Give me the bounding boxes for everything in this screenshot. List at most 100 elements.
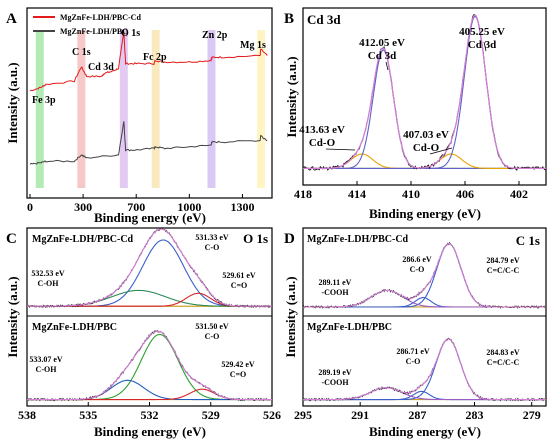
panel-d-envelope (303, 243, 546, 308)
panel-a-highlight-band (119, 30, 128, 188)
panel-a-legend: MgZnFe-LDH/PBC-Cd MgZnFe-LDH/PBC (33, 13, 141, 36)
panel-c-spectra (26, 227, 273, 402)
panel-a-peak-label: C 1s (72, 47, 91, 58)
panel-c-top-sample-label: MgZnFe-LDH/PBC-Cd (32, 234, 134, 245)
panel-b-annotation-energy: 407.03 eV (403, 129, 449, 141)
panel-b-envelope (303, 14, 546, 169)
panel-a-highlight-band (207, 30, 216, 188)
panel-d-tick-label: 295 (294, 408, 312, 422)
panel-a-highlight-band (77, 30, 86, 188)
panel-b-annotation-energy: 405.25 eV (459, 26, 505, 38)
panel-c-annotation-species: C=O (231, 281, 248, 290)
panel-b-tick-label: 414 (348, 187, 366, 201)
panel-d-annotation-species: C=C/C-C (487, 266, 520, 275)
panel-c-annotation-energy: 531.33 eV (195, 233, 229, 242)
panel-b-y-axis-label: Intensity (a.u.) (284, 56, 299, 137)
panel-d-annotation-energy: 289.11 eV (319, 278, 352, 287)
panel-a-highlight-bands (35, 30, 266, 188)
panel-c-x-ticks: 538 535 532 529 526 (18, 402, 281, 422)
panel-d-letter: D (284, 231, 295, 247)
panel-a-spectra (29, 31, 268, 165)
panel-a-x-axis-label: Binding energy (eV) (94, 210, 206, 225)
panel-c-annotation-species: C-O (205, 243, 220, 252)
panel-c-annotation-energy: 533.07 eV (29, 355, 63, 364)
panel-d-spectra (302, 241, 546, 402)
panel-a-legend-label: MgZnFe-LDH/PBC (60, 27, 128, 36)
panel-c-annotation-species: C=O (230, 370, 247, 379)
panel-a-frame (26, 7, 273, 199)
panel-c-tick-label: 535 (79, 408, 97, 422)
panel-d-title: C 1s (516, 233, 540, 248)
panel-c-envelope (27, 330, 272, 401)
panel-c-tick-label: 538 (18, 408, 36, 422)
panel-a-peak-label: Mg 1s (240, 40, 266, 51)
panel-b-annotation-arrow (325, 148, 356, 151)
panel-c-x-axis-label: Binding energy (eV) (94, 424, 206, 439)
panel-a-peak-label: Cd 3d (88, 62, 114, 73)
panel-b-annotation-species: Cd 3d (468, 39, 496, 51)
panel-d-tick-label: 279 (523, 408, 541, 422)
panel-c-tick-label: 532 (141, 408, 159, 422)
panel-b-annotation-arrow (429, 147, 453, 155)
panel-b-tick-label: 410 (402, 187, 420, 201)
panel-c-annotation-energy: 529.61 eV (222, 271, 256, 280)
panel-a-tick-label: 0 (27, 200, 33, 214)
panel-d-frame (302, 227, 547, 407)
panel-b-spectra (302, 14, 547, 171)
panel-a-tick-label: 1300 (230, 200, 254, 214)
panel-a-letter: A (6, 11, 17, 27)
panel-c-frame (26, 227, 273, 407)
panel-c: C O 1s MgZnFe-LDH/PBC-Cd MgZnFe-LDH/PBC … (5, 227, 281, 439)
panel-b-title: Cd 3d (307, 12, 341, 27)
panel-d-fit-peak (303, 387, 546, 401)
panel-d-tick-label: 283 (466, 408, 484, 422)
panel-a-peak-label: Fc 2p (143, 52, 167, 63)
panel-c-annotation-energy: 531.50 eV (195, 322, 229, 331)
panel-d-bottom-sample-label: MgZnFe-LDH/PBC (307, 322, 392, 333)
panel-a-peak-label: Fe 3p (32, 95, 56, 106)
panel-c-title: O 1s (243, 231, 268, 246)
panel-d-annotation-species: -COOH (321, 288, 349, 297)
panel-c-letter: C (6, 231, 17, 247)
panel-d-tick-label: 291 (351, 408, 369, 422)
panel-b-x-axis-label: Binding energy (eV) (369, 206, 481, 221)
panel-c-tick-label: 526 (263, 408, 281, 422)
panel-d-annotation-species: C=C/C-C (487, 358, 520, 367)
panel-b-tick-label: 406 (456, 187, 474, 201)
panel-d-annotation-species: C-O (410, 265, 425, 274)
panel-d-y-axis-label: Intensity (a.u.) (283, 276, 298, 357)
panel-a-highlight-band (151, 30, 160, 188)
panel-d: D C 1s MgZnFe-LDH/PBC-Cd MgZnFe-LDH/PBC … (283, 227, 547, 439)
panel-c-envelope (27, 228, 272, 307)
panel-b-annotation-energy: 413.63 eV (299, 124, 345, 136)
panel-d-annotation-energy: 284.79 eV (486, 256, 520, 265)
panel-c-annotation-species: C-OH (36, 365, 58, 374)
panel-b-annotation-species: Cd-O (309, 137, 336, 149)
panel-a-peak-label: O 1s (121, 28, 140, 39)
panel-d-annotation-species: -COOH (321, 378, 349, 387)
panel-d-annotation-species: C-O (406, 357, 421, 366)
panel-c-annotation-energy: 529.42 eV (221, 360, 255, 369)
panel-a-tick-label: 700 (127, 200, 145, 214)
panel-b-tick-label: 418 (294, 187, 312, 201)
panel-b-annotation-arrow (385, 61, 389, 71)
panel-d-tick-label: 287 (408, 408, 426, 422)
panel-d-annotation-energy: 284.83 eV (486, 348, 520, 357)
panel-b-annotation-arrow (483, 41, 487, 52)
panel-d-envelope (303, 338, 546, 401)
panel-c-annotation-energy: 532.53 eV (31, 269, 65, 278)
panel-d-x-ticks: 295 291 287 283 279 (294, 402, 541, 422)
panel-d-top-sample-label: MgZnFe-LDH/PBC-Cd (307, 234, 409, 245)
panel-b-tick-label: 402 (510, 187, 528, 201)
panel-a-peak-labels: Fe 3p C 1s Cd 3d O 1s Fc 2p Zn 2p Mg 1s (32, 28, 266, 106)
panel-b-x-ticks: 418 414 410 406 402 (294, 181, 528, 201)
panel-a-series-ldh-pbc-cd (29, 31, 268, 92)
panel-c-annotation-species: C-O (205, 332, 220, 341)
panel-c-fit-peak (27, 388, 272, 401)
panel-c-fit-peak (27, 289, 272, 307)
panel-c-fit-peak (27, 379, 272, 401)
